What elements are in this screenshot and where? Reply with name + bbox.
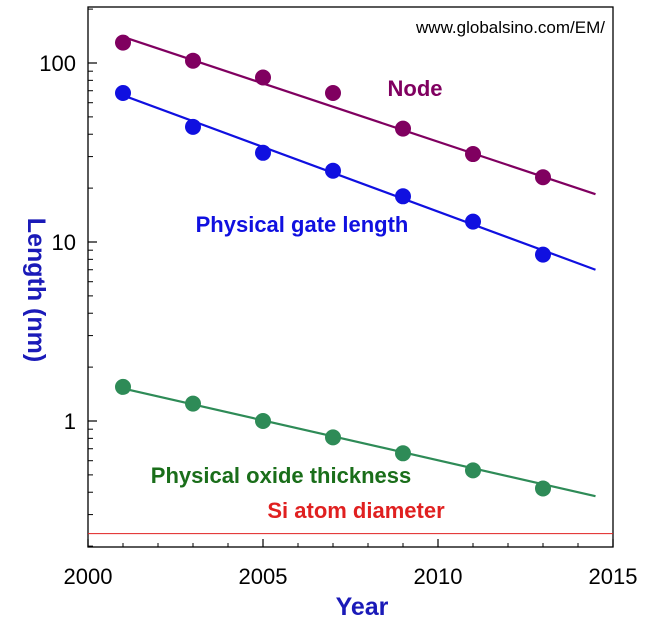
x-axis-ticks: 2000 2005 2010 2015 [64, 539, 638, 589]
series-label-physical-oxide-thickness: Physical oxide thickness [151, 463, 411, 488]
data-point-physical-oxide-thickness [255, 413, 271, 429]
trend-line-physical-gate-length [122, 94, 596, 271]
trend-line-physical-oxide-thickness [122, 387, 596, 498]
data-point-node [255, 69, 271, 86]
trend-line-node [122, 35, 596, 196]
data-point-physical-gate-length [115, 84, 131, 101]
x-tick-label: 2010 [414, 564, 463, 589]
data-point-physical-oxide-thickness [185, 395, 201, 412]
data-point-physical-oxide-thickness [325, 429, 341, 446]
watermark-text: www.globalsino.com/EM/ [415, 18, 605, 37]
reference-label-si-atom-diameter: Si atom diameter [267, 498, 445, 523]
x-tick-label: 2005 [239, 564, 288, 589]
data-point-node [535, 169, 551, 186]
data-point-physical-oxide-thickness [115, 378, 131, 395]
x-axis-title: Year [336, 593, 389, 621]
data-point-node [185, 52, 201, 69]
data-point-node [395, 120, 411, 137]
data-points [115, 34, 551, 497]
data-point-physical-gate-length [325, 162, 341, 179]
data-point-physical-gate-length [255, 144, 271, 161]
y-tick-label: 100 [39, 51, 76, 76]
data-point-physical-oxide-thickness [395, 445, 411, 462]
x-tick-label: 2015 [589, 564, 638, 589]
y-axis-ticks: 1 10 100 [39, 8, 97, 547]
data-point-physical-gate-length [535, 246, 551, 263]
data-point-physical-oxide-thickness [465, 462, 481, 479]
trend-lines [122, 35, 596, 498]
data-point-node [465, 146, 481, 163]
plot-frame [87, 6, 614, 548]
y-tick-label: 10 [52, 230, 76, 255]
series-label-node: Node [388, 76, 443, 101]
x-tick-label: 2000 [64, 564, 113, 589]
data-point-physical-gate-length [185, 118, 201, 135]
data-point-physical-gate-length [465, 213, 481, 230]
data-point-node [115, 34, 131, 51]
data-point-physical-gate-length [395, 188, 411, 205]
data-point-physical-oxide-thickness [535, 480, 551, 497]
data-point-node [325, 84, 341, 101]
y-axis-title: Length (nm) [22, 218, 50, 362]
y-tick-label: 1 [64, 409, 76, 434]
series-label-physical-gate-length: Physical gate length [196, 212, 409, 237]
